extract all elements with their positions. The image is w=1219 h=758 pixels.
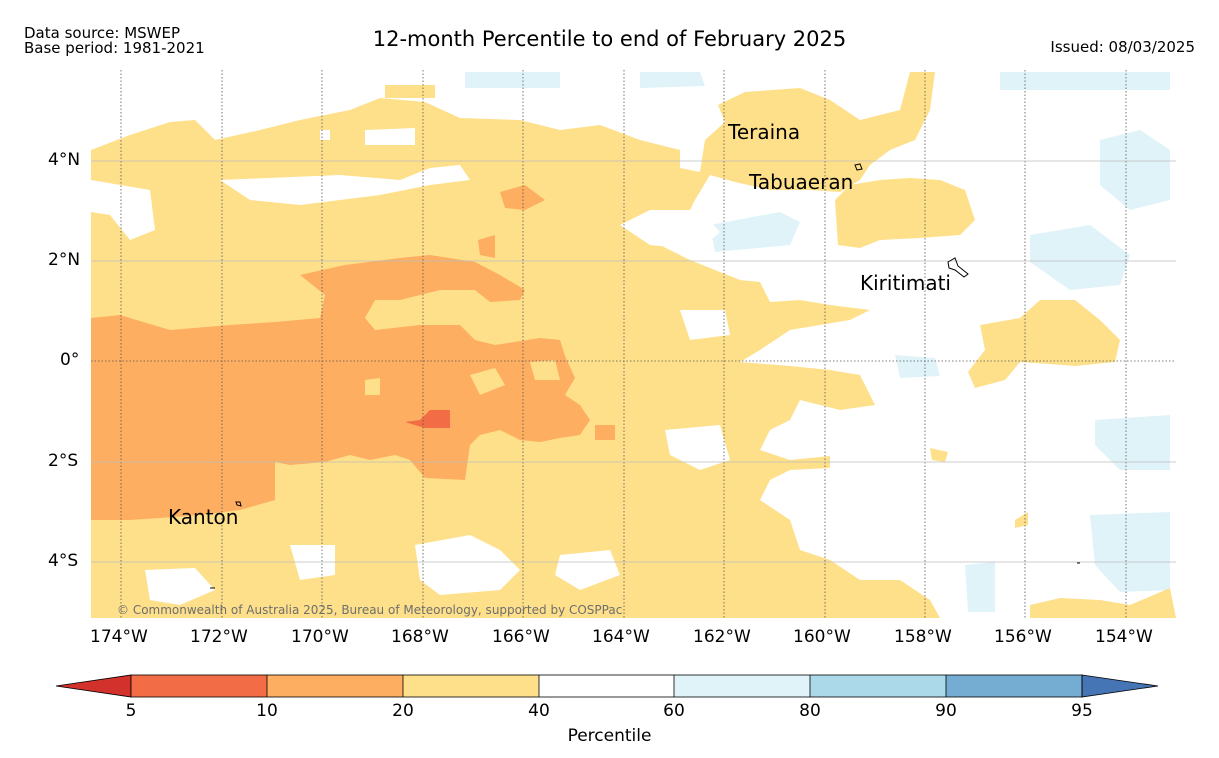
lon-label-154w: 154°W xyxy=(1095,627,1153,647)
lat-label-0: 0° xyxy=(60,350,80,370)
lat-label-2n: 2°N xyxy=(48,250,81,270)
island-outlines xyxy=(210,163,1080,589)
copyright-notice: © Commonwealth of Australia 2025, Bureau… xyxy=(117,603,623,617)
issued-date: Issued: 08/03/2025 xyxy=(1050,38,1195,56)
map-title: 12-month Percentile to end of February 2… xyxy=(372,27,847,51)
colorbar-tick-90: 90 xyxy=(935,701,957,721)
data-source-text: Data source: MSWEP xyxy=(24,24,181,42)
colorbar-tick-40: 40 xyxy=(528,701,550,721)
lon-label-174w: 174°W xyxy=(90,627,148,647)
colorbar-tick-95: 95 xyxy=(1071,701,1093,721)
lat-label-2s: 2°S xyxy=(48,451,79,471)
place-label-kanton: Kanton xyxy=(168,505,239,529)
colorbar-tick-20: 20 xyxy=(392,701,414,721)
lon-label-168w: 168°W xyxy=(391,627,449,647)
colorbar-tick-80: 80 xyxy=(799,701,821,721)
lat-label-4n: 4°N xyxy=(48,150,81,170)
percentile-fields xyxy=(91,70,1176,618)
lon-label-172w: 172°W xyxy=(190,627,248,647)
lon-label-164w: 164°W xyxy=(592,627,650,647)
lon-label-158w: 158°W xyxy=(894,627,952,647)
colorbar-tick-5: 5 xyxy=(125,701,137,721)
lon-label-170w: 170°W xyxy=(291,627,349,647)
lon-label-160w: 160°W xyxy=(793,627,851,647)
colorbar-label: Percentile xyxy=(567,726,652,746)
place-label-tabuaeran: Tabuaeran xyxy=(749,170,854,194)
base-period-text: Base period: 1981-2021 xyxy=(24,39,205,57)
colorbar-tick-10: 10 xyxy=(256,701,278,721)
lon-label-166w: 166°W xyxy=(492,627,550,647)
lat-label-4s: 4°S xyxy=(48,551,79,571)
lon-label-156w: 156°W xyxy=(994,627,1052,647)
lon-label-162w: 162°W xyxy=(693,627,751,647)
colorbar xyxy=(55,674,1159,698)
place-label-teraina: Teraina xyxy=(728,120,801,144)
place-label-kiritimati: Kiritimati xyxy=(860,271,951,295)
colorbar-tick-60: 60 xyxy=(663,701,685,721)
